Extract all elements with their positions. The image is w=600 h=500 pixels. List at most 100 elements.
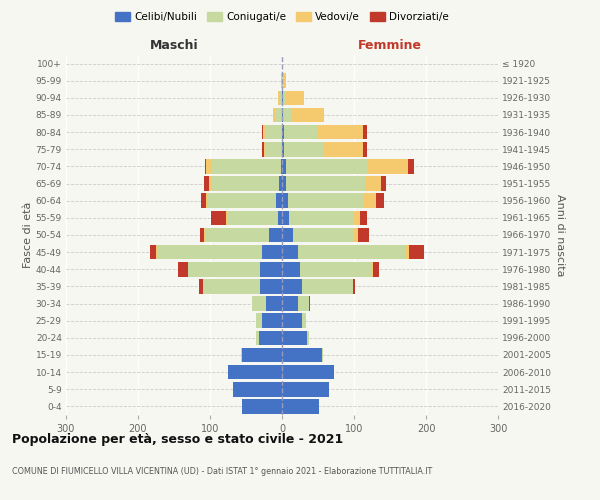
Bar (282, 365, 334, 380)
Bar (280, 90, 282, 105)
Bar (272, 108, 276, 122)
Bar (289, 210, 354, 225)
Bar (282, 210, 289, 225)
Bar (307, 330, 310, 345)
Bar (360, 210, 367, 225)
Bar (266, 125, 282, 140)
Bar (262, 314, 282, 328)
Bar (284, 142, 324, 156)
Bar (203, 279, 260, 293)
Bar (242, 348, 282, 362)
Bar (262, 245, 282, 260)
Bar (282, 382, 329, 396)
Bar (283, 90, 286, 105)
Bar (322, 348, 323, 362)
Bar (409, 245, 424, 260)
Bar (282, 194, 288, 208)
Legend: Celibi/Nubili, Coniugati/e, Vedovi/e, Divorziati/e: Celibi/Nubili, Coniugati/e, Vedovi/e, Di… (111, 8, 453, 26)
Bar (157, 245, 262, 260)
Bar (264, 142, 266, 156)
Bar (281, 74, 282, 88)
Bar (283, 108, 292, 122)
Y-axis label: Anni di nascita: Anni di nascita (556, 194, 565, 276)
Bar (298, 245, 406, 260)
Bar (208, 194, 276, 208)
Bar (324, 142, 364, 156)
Bar (298, 296, 308, 311)
Bar (278, 90, 280, 105)
Bar (188, 262, 260, 276)
Bar (282, 176, 286, 191)
Bar (279, 176, 282, 191)
Bar (150, 245, 156, 260)
Bar (204, 228, 206, 242)
Bar (256, 330, 259, 345)
Bar (226, 210, 227, 225)
Bar (282, 159, 286, 174)
Text: Popolazione per età, sesso e stato civile - 2021: Popolazione per età, sesso e stato civil… (12, 432, 343, 446)
Bar (282, 142, 284, 156)
Bar (156, 245, 157, 260)
Bar (282, 279, 302, 293)
Bar (206, 228, 269, 242)
Bar (408, 159, 414, 174)
Bar (364, 125, 367, 140)
Bar (284, 125, 317, 140)
Bar (211, 176, 279, 191)
Bar (286, 159, 368, 174)
Bar (233, 382, 282, 396)
Bar (260, 279, 282, 293)
Bar (260, 262, 282, 276)
Bar (354, 210, 360, 225)
Bar (206, 194, 208, 208)
Bar (286, 176, 365, 191)
Bar (288, 194, 364, 208)
Bar (203, 176, 209, 191)
Bar (282, 228, 293, 242)
Bar (282, 348, 322, 362)
Bar (373, 262, 379, 276)
Bar (354, 228, 358, 242)
Bar (211, 210, 226, 225)
Bar (358, 228, 369, 242)
Bar (178, 262, 188, 276)
Bar (282, 245, 298, 260)
Bar (300, 262, 372, 276)
Y-axis label: Fasce di età: Fasce di età (23, 202, 33, 268)
Bar (372, 262, 373, 276)
Bar (199, 279, 203, 293)
Bar (241, 348, 242, 362)
Bar (227, 210, 278, 225)
Bar (282, 314, 302, 328)
Bar (282, 90, 283, 105)
Bar (276, 194, 282, 208)
Bar (205, 159, 206, 174)
Bar (368, 159, 408, 174)
Bar (376, 194, 383, 208)
Bar (200, 228, 204, 242)
Text: Maschi: Maschi (149, 38, 199, 52)
Bar (406, 245, 409, 260)
Bar (292, 108, 325, 122)
Bar (259, 330, 282, 345)
Bar (256, 314, 262, 328)
Bar (278, 210, 282, 225)
Bar (365, 176, 380, 191)
Bar (286, 90, 304, 105)
Bar (263, 125, 266, 140)
Bar (364, 194, 376, 208)
Bar (302, 314, 306, 328)
Bar (282, 296, 298, 311)
Bar (282, 399, 319, 413)
Bar (353, 279, 355, 293)
Bar (281, 159, 282, 174)
Bar (262, 142, 264, 156)
Bar (282, 262, 300, 276)
Bar (283, 74, 286, 88)
Bar (266, 296, 282, 311)
Bar (364, 142, 367, 156)
Bar (252, 296, 266, 311)
Bar (380, 176, 386, 191)
Text: Femmine: Femmine (358, 38, 422, 52)
Bar (302, 279, 353, 293)
